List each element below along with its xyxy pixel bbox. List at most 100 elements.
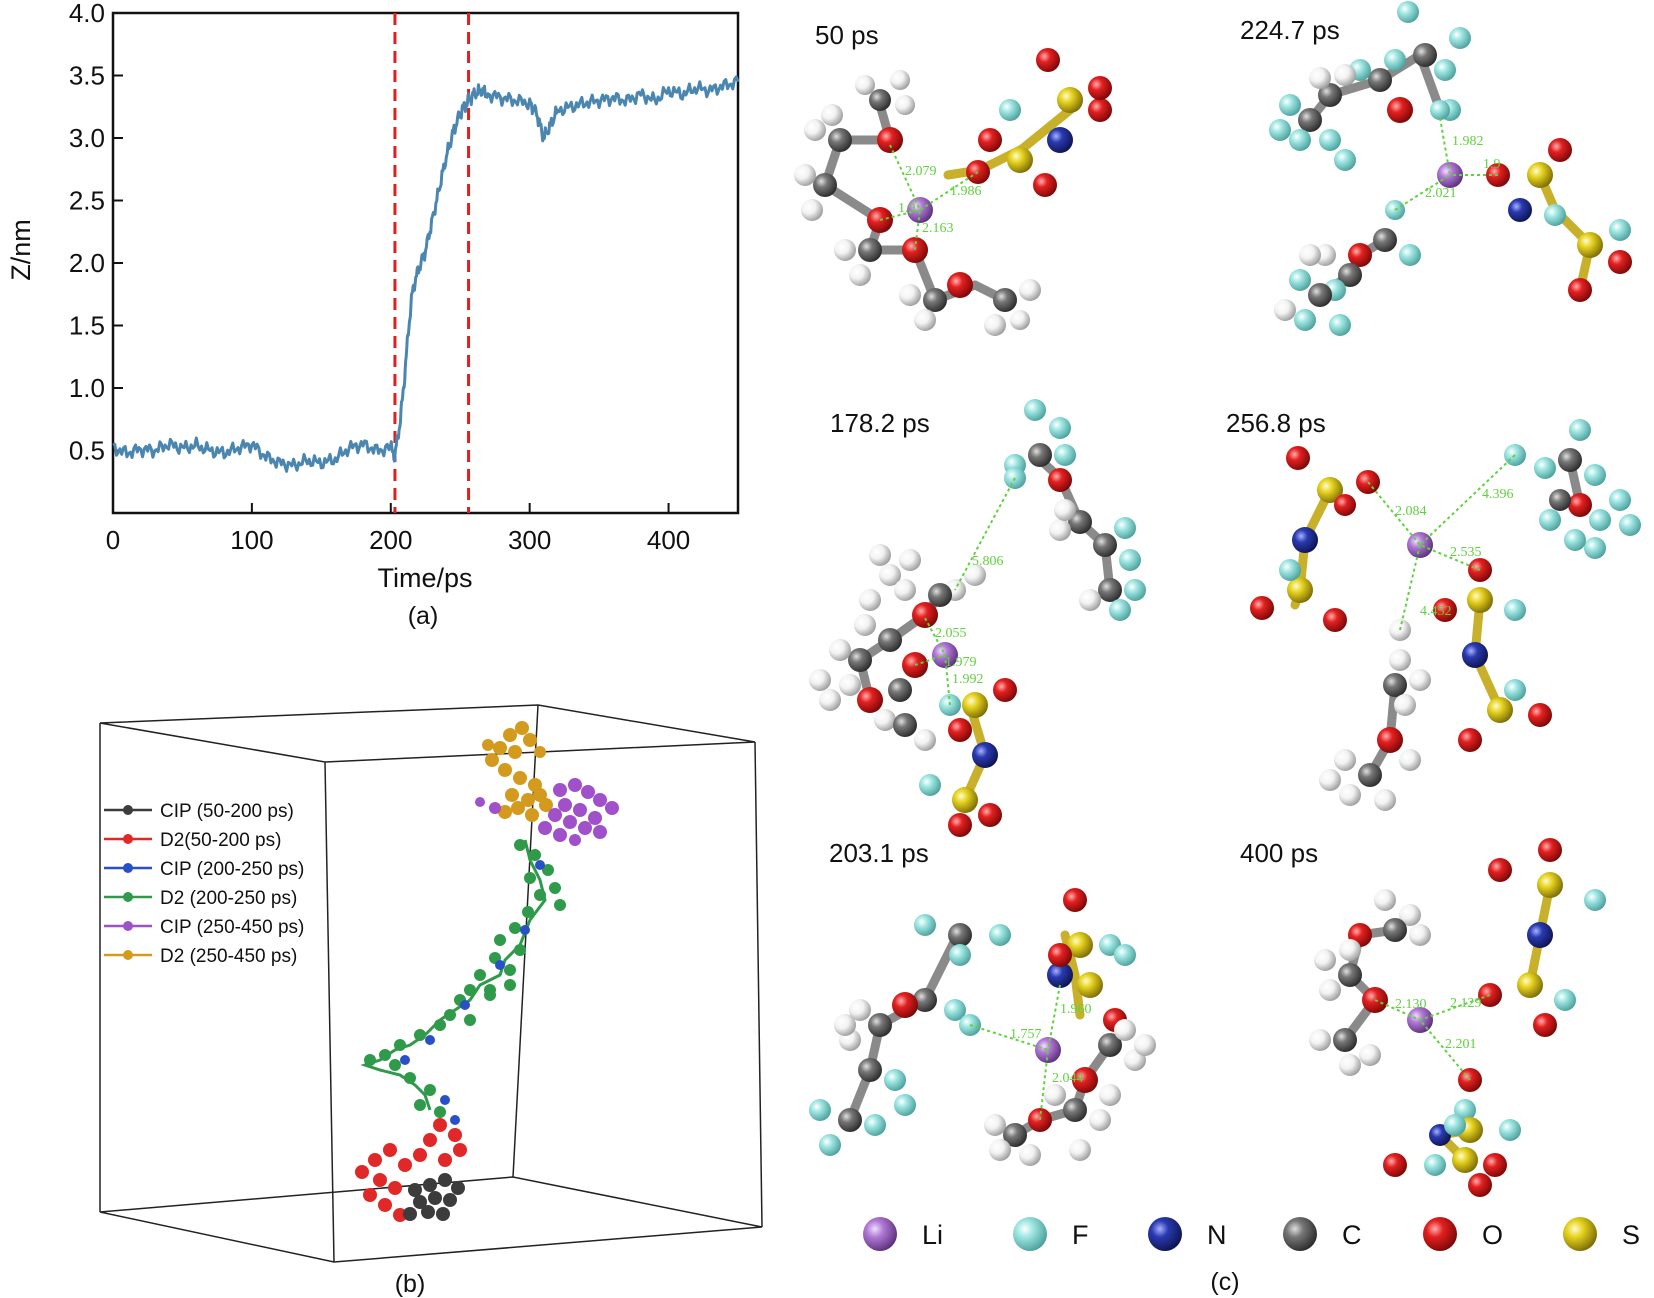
- distance-label: 2.044: [1052, 1071, 1084, 1086]
- snapshot-178-2ps: 178.2 ps: [809, 399, 1146, 837]
- y-tick-label: 3.5: [69, 61, 105, 91]
- legend-swatch-marker: [123, 921, 133, 931]
- d2-250-450-cluster: [482, 721, 553, 822]
- plot-frame: [111, 11, 740, 515]
- element-symbol: O: [1482, 1220, 1503, 1250]
- snapshot-256-8ps: 256.8 ps: [1226, 408, 1641, 811]
- d2-50-200-cluster: [355, 1118, 467, 1222]
- snapshot-time: 224.7 ps: [1240, 15, 1340, 45]
- atoms: [809, 399, 1146, 837]
- x-tick-label: 300: [508, 525, 551, 555]
- legend-label: CIP (250-450 ps): [160, 917, 304, 938]
- distance-label: 1.986: [950, 184, 982, 199]
- z-trajectory-line: [112, 75, 740, 473]
- y-tick-label: 4.0: [69, 0, 105, 28]
- x-tick-label: 100: [230, 525, 273, 555]
- element-symbol: Li: [922, 1220, 943, 1250]
- trajectory-legend: CIP (50-200 ps) D2(50-200 ps) CIP (200-250…: [104, 801, 304, 967]
- snapshot-time: 178.2 ps: [830, 408, 930, 438]
- y-axis-ticks: 0.5 1.0 1.5 2.0 2.5 3.0 3.5 4.0: [69, 0, 123, 466]
- element-swatch: [1423, 1217, 1457, 1251]
- atoms: [1250, 419, 1641, 811]
- distance-label: 2.163: [922, 221, 954, 236]
- legend-label: D2(50-200 ps): [160, 830, 281, 851]
- y-tick-label: 1.5: [69, 311, 105, 341]
- element-legend: Li F N C O S: [863, 1217, 1640, 1251]
- legend-swatch-marker: [123, 805, 133, 815]
- snapshot-time: 256.8 ps: [1226, 408, 1326, 438]
- atoms: [809, 888, 1156, 1166]
- legend-label: CIP (50-200 ps): [160, 801, 294, 822]
- distance-label: 1.9: [1483, 157, 1501, 172]
- panel-b-trajectory: CIP (50-200 ps) D2(50-200 ps) CIP (200-250…: [99, 704, 763, 1298]
- snapshot-time: 203.1 ps: [829, 838, 929, 868]
- y-axis-label: Z/nm: [6, 219, 36, 281]
- x-tick-label: 0: [106, 525, 120, 555]
- distance-label: 1.757: [1010, 1027, 1042, 1042]
- distance-label: 2.079: [905, 164, 937, 179]
- atoms: [1309, 838, 1606, 1197]
- distance-label: 1.979: [945, 655, 977, 670]
- y-tick-label: 1.0: [69, 373, 105, 403]
- legend-swatch-marker: [123, 863, 133, 873]
- cip-250-450-cluster: [475, 778, 619, 846]
- element-symbol: S: [1622, 1220, 1640, 1250]
- snapshot-400ps: 400 ps: [1240, 838, 1606, 1197]
- cip-200-250-path: [400, 860, 545, 1125]
- atoms: [794, 48, 1112, 336]
- snapshot-time: 50 ps: [815, 20, 879, 50]
- element-swatch: [1013, 1217, 1047, 1251]
- distance-label: 1.9: [898, 201, 916, 216]
- y-tick-label: 2.0: [69, 248, 105, 278]
- legend-label: D2 (250-450 ps): [160, 946, 297, 967]
- distance-label: 2.130: [1395, 997, 1427, 1012]
- legend-swatch-marker: [123, 834, 133, 844]
- distance-label: 2.021: [1425, 186, 1457, 201]
- distance-label: 2.055: [935, 626, 967, 641]
- distance-label: 1.960: [1060, 1002, 1092, 1017]
- element-swatch: [1283, 1217, 1317, 1251]
- element-swatch: [1148, 1217, 1182, 1251]
- coordination-lines: [879, 144, 979, 251]
- x-axis-ticks: 0 100 200 300 400: [106, 503, 690, 555]
- panel-a-line-chart: 0.5 1.0 1.5 2.0 2.5 3.0 3.5 4.0 0 100 200 300 400 T…: [6, 0, 740, 630]
- anion-bonds: [1535, 170, 1595, 295]
- panel-c-label: (c): [1210, 1268, 1239, 1296]
- legend-swatch-marker: [123, 892, 133, 902]
- distance-label: 4.396: [1482, 487, 1514, 502]
- x-axis-label: Time/ps: [377, 563, 472, 593]
- panel-a-label: (a): [408, 602, 439, 630]
- distance-label: 1.992: [952, 672, 984, 687]
- distance-label: 1.982: [1452, 134, 1484, 149]
- distance-label: 2.129: [1450, 996, 1482, 1011]
- snapshot-203-1ps: 203.1 ps: [809, 838, 1156, 1166]
- simulation-box: [99, 704, 763, 1263]
- element-symbol: N: [1207, 1220, 1227, 1250]
- panel-c-snapshots: 50 ps: [794, 1, 1641, 1296]
- d2-200-250-path: [360, 839, 566, 1118]
- element-swatch: [863, 1217, 897, 1251]
- distance-label: 5.806: [972, 554, 1004, 569]
- coordination-lines: [969, 984, 1061, 1121]
- coordination-lines: [1374, 994, 1491, 1081]
- coordination-lines: [914, 477, 1016, 706]
- snapshot-time: 400 ps: [1240, 838, 1318, 868]
- coordination-lines: [1367, 454, 1516, 631]
- y-tick-label: 3.0: [69, 123, 105, 153]
- phase-boundaries: [393, 13, 471, 513]
- distance-label: 2.535: [1450, 545, 1482, 560]
- coordination-lines: [1394, 117, 1498, 211]
- legend-label: D2 (200-250 ps): [160, 888, 297, 909]
- y-tick-label: 0.5: [69, 436, 105, 466]
- x-tick-label: 400: [647, 525, 690, 555]
- panel-b-label: (b): [395, 1270, 426, 1298]
- x-tick-label: 200: [369, 525, 412, 555]
- distance-label: 2.201: [1445, 1037, 1477, 1052]
- legend-swatch-marker: [123, 950, 133, 960]
- y-tick-label: 2.5: [69, 186, 105, 216]
- distance-label: 4.452: [1420, 604, 1452, 619]
- snapshot-224-7ps: 224.7 ps 1.9: [1240, 1, 1632, 336]
- element-symbol: C: [1342, 1220, 1362, 1250]
- element-symbol: F: [1072, 1220, 1089, 1250]
